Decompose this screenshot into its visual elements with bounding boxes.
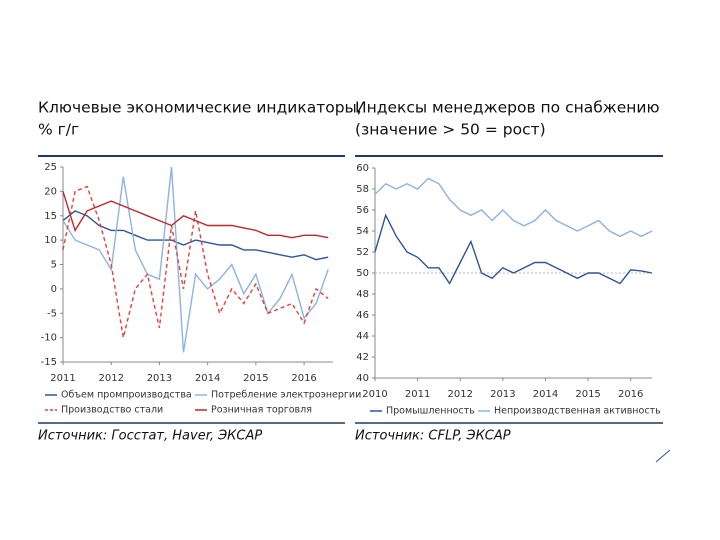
y-tick-label: -5 xyxy=(47,308,57,319)
x-tick-label: 2013 xyxy=(490,389,515,400)
legend-label: Объем промпроизводства xyxy=(61,390,192,401)
y-tick-label: 25 xyxy=(44,162,57,173)
series-line xyxy=(62,185,329,338)
y-tick-label: 10 xyxy=(44,235,57,246)
x-tick-label: 2015 xyxy=(575,389,600,400)
y-tick-label: 56 xyxy=(356,205,369,216)
legend-label: Производство стали xyxy=(61,405,163,416)
y-tick-label: 52 xyxy=(356,247,369,258)
legend-label: Промышленность xyxy=(386,406,475,417)
source: Источник: Госстат, Haver, ЭКСАР xyxy=(38,429,262,444)
x-tick-label: 2015 xyxy=(243,373,268,384)
legend-label: Непроизводственная активность xyxy=(494,406,661,417)
chart-title: Индексы менеджеров по снабжению xyxy=(355,99,660,117)
series-line xyxy=(62,166,329,353)
x-tick-label: 2014 xyxy=(533,389,558,400)
series-line xyxy=(62,210,329,261)
y-tick-label: 15 xyxy=(44,211,57,222)
y-tick-label: 20 xyxy=(44,186,57,197)
x-tick-label: 2011 xyxy=(50,373,75,384)
y-tick-label: 58 xyxy=(356,184,369,195)
series-line xyxy=(374,177,653,238)
y-tick-label: 54 xyxy=(356,226,369,237)
x-tick-label: 2011 xyxy=(405,389,430,400)
legend-label: Розничная торговля xyxy=(211,405,312,416)
y-tick-label: -10 xyxy=(41,333,57,344)
x-tick-label: 2012 xyxy=(448,389,473,400)
x-tick-label: 2010 xyxy=(362,389,387,400)
x-tick-label: 2016 xyxy=(618,389,643,400)
series-line xyxy=(62,191,329,239)
x-tick-label: 2012 xyxy=(98,373,123,384)
y-tick-label: 60 xyxy=(356,163,369,174)
y-tick-label: 0 xyxy=(51,284,57,295)
y-tick-label: 5 xyxy=(51,260,57,271)
chart-title: Ключевые экономические индикаторы, xyxy=(38,99,362,117)
y-tick-label: 42 xyxy=(356,352,369,363)
y-tick-label: 40 xyxy=(356,373,369,384)
series-line xyxy=(374,213,653,285)
chart-title: % г/г xyxy=(38,121,79,139)
y-tick-label: 50 xyxy=(356,268,369,279)
x-tick-label: 2016 xyxy=(291,373,316,384)
y-tick-label: 44 xyxy=(356,331,369,342)
legend-label: Потребление электроэнергии xyxy=(211,390,361,401)
decoration xyxy=(655,449,671,463)
chart-title: (значение > 50 = рост) xyxy=(355,121,546,139)
y-tick-label: -15 xyxy=(41,357,57,368)
y-tick-label: 46 xyxy=(356,310,369,321)
x-tick-label: 2014 xyxy=(195,373,220,384)
source: Источник: CFLP, ЭКСАР xyxy=(355,429,511,444)
x-tick-label: 2013 xyxy=(147,373,172,384)
y-tick-label: 48 xyxy=(356,289,369,300)
